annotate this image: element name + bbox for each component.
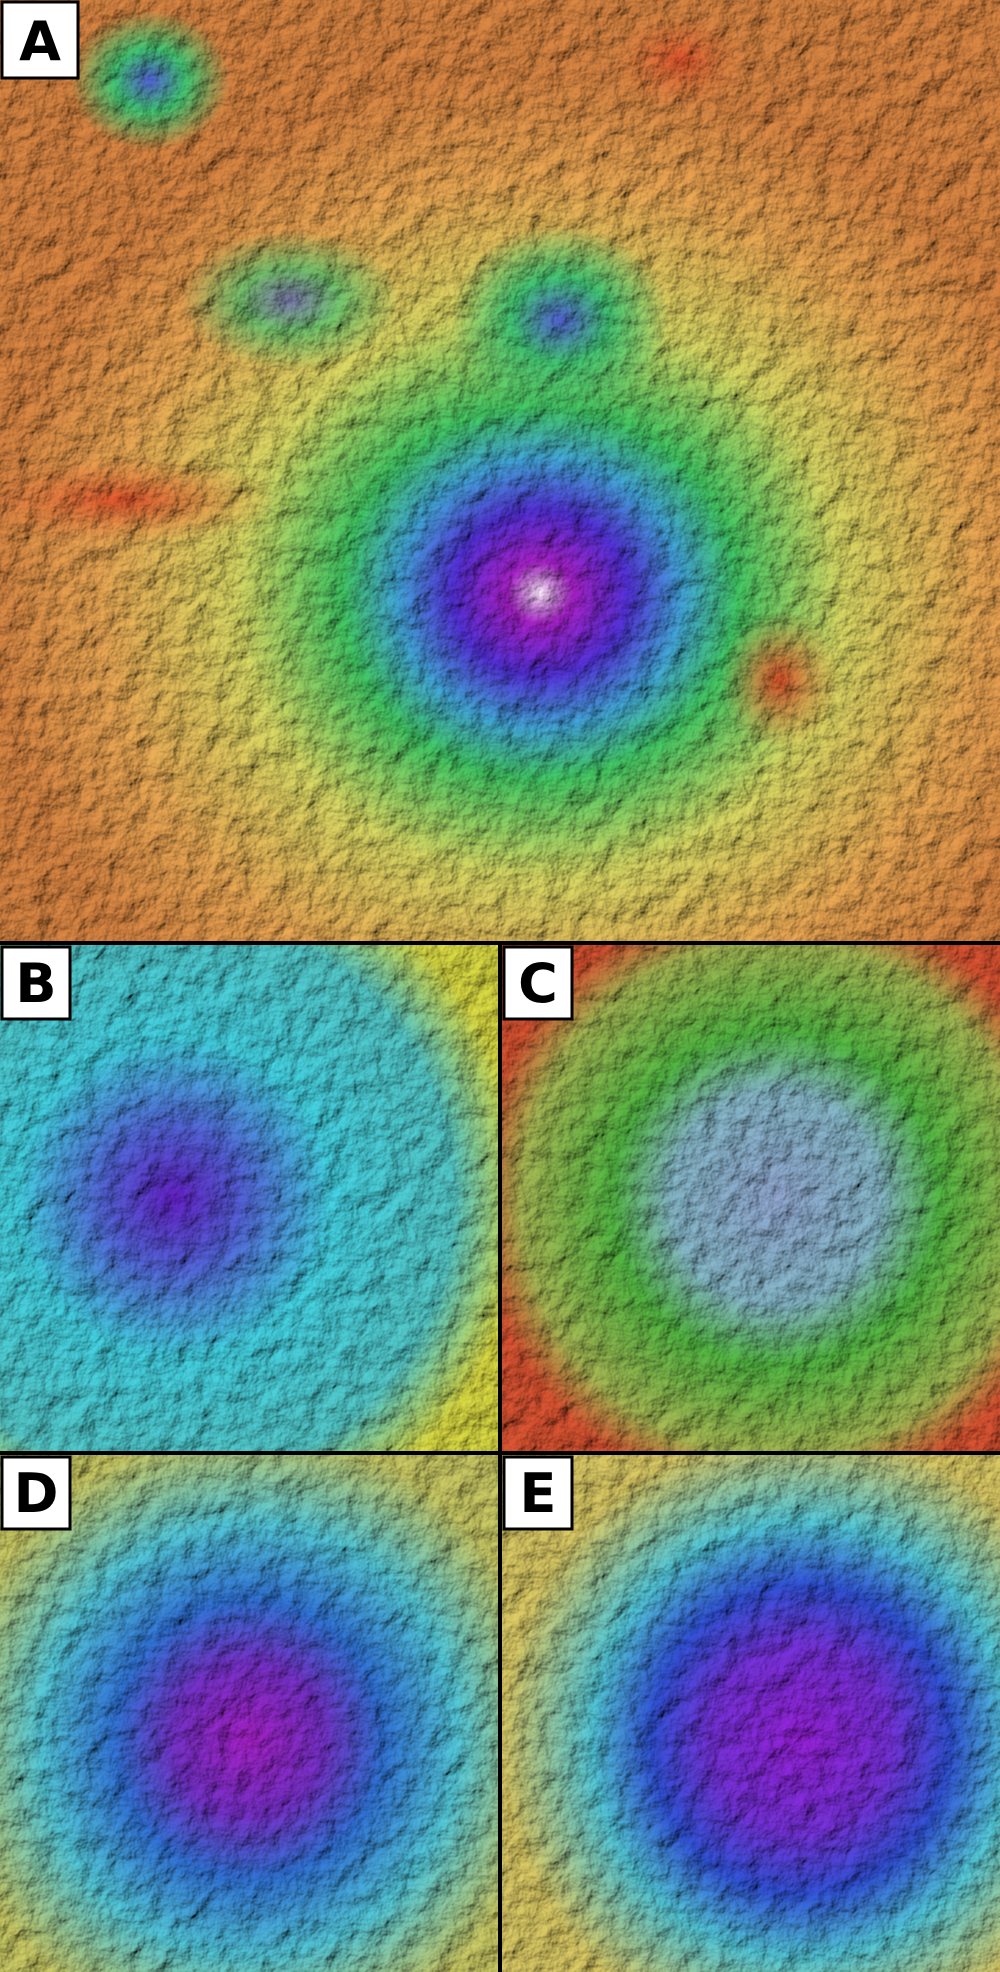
panel-b: B	[0, 945, 498, 1451]
panel-e: E	[502, 1455, 1000, 1972]
label-box	[502, 1455, 574, 1531]
panel-label: D	[14, 1462, 59, 1525]
panel-d: D	[0, 1455, 498, 1972]
panel-label: B	[15, 952, 56, 1015]
label-box	[0, 945, 72, 1021]
panel-a: A	[0, 0, 1000, 941]
panel-c: C	[502, 945, 1000, 1451]
label-box	[502, 945, 574, 1021]
panel-label: C	[518, 952, 558, 1015]
panel-label: A	[19, 10, 61, 73]
panel-label: E	[520, 1462, 557, 1525]
label-box	[0, 1455, 72, 1531]
label-box	[0, 0, 80, 80]
